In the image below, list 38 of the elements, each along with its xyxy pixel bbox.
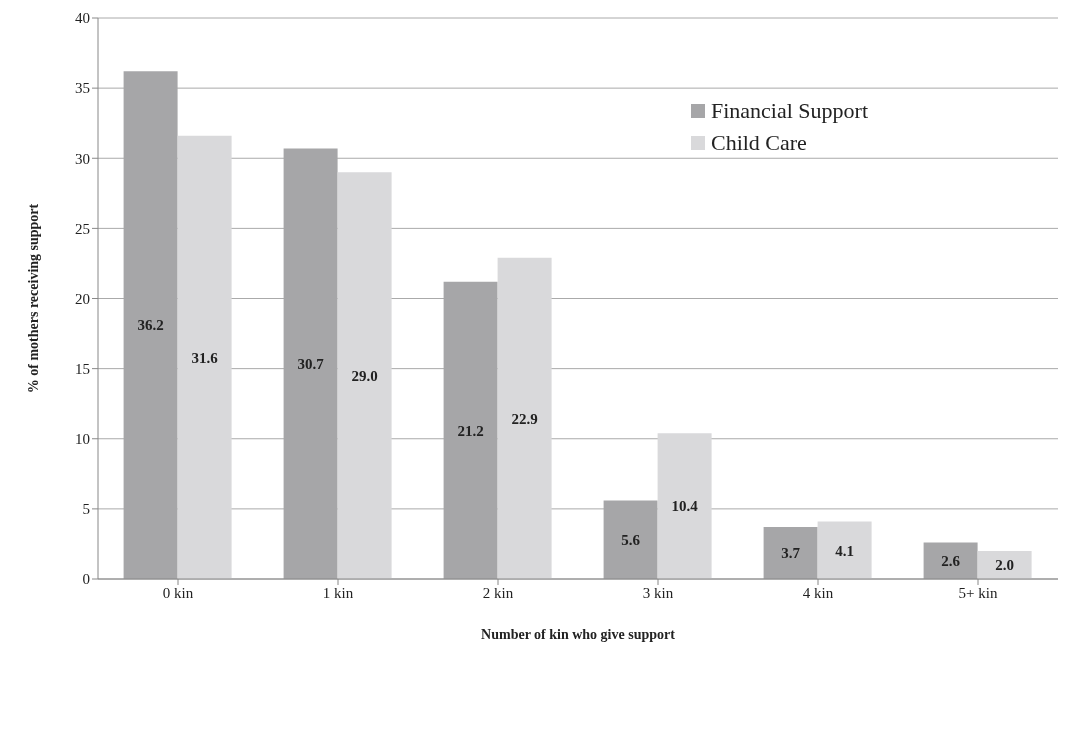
bar — [657, 433, 712, 579]
bar — [497, 257, 552, 579]
data-label: 10.4 — [671, 498, 699, 515]
data-label: 21.2 — [457, 422, 484, 439]
x-tick-label: 5+ kin — [958, 584, 998, 601]
data-label: 30.7 — [297, 356, 325, 373]
y-tick-label: 10 — [75, 431, 90, 448]
x-axis-title: Number of kin who give support — [481, 627, 676, 642]
data-label: 2.6 — [941, 553, 961, 570]
bar — [337, 172, 392, 579]
legend-label: Child Care — [710, 130, 807, 156]
data-label: 36.2 — [137, 317, 164, 334]
data-label: 31.6 — [191, 349, 219, 366]
y-tick-label: 0 — [82, 571, 90, 588]
y-tick-label: 35 — [75, 80, 90, 97]
data-label: 2.0 — [995, 557, 1014, 574]
y-axis-title: % of mothers receiving support — [25, 203, 41, 394]
x-tick-label: 4 kin — [802, 584, 834, 601]
bar — [177, 135, 232, 579]
data-label: 5.6 — [621, 532, 641, 549]
x-tick-label: 3 kin — [642, 584, 674, 601]
y-tick-label: 40 — [75, 10, 90, 27]
x-tick-label: 2 kin — [482, 584, 514, 601]
y-tick-label: 20 — [75, 290, 90, 307]
y-tick-label: 25 — [75, 220, 90, 237]
bar — [923, 542, 978, 579]
legend-label: Financial Support — [710, 98, 868, 124]
bar — [763, 527, 818, 579]
data-label: 4.1 — [835, 542, 854, 559]
bar — [817, 521, 872, 579]
y-tick-label: 5 — [82, 501, 90, 518]
data-label: 29.0 — [351, 367, 378, 384]
x-tick-label: 0 kin — [162, 584, 194, 601]
y-tick-label: 15 — [75, 360, 90, 377]
x-tick-label: 1 kin — [322, 584, 354, 601]
data-label: 3.7 — [781, 545, 801, 562]
data-label: 22.9 — [511, 410, 538, 427]
y-tick-label: 30 — [75, 150, 90, 167]
